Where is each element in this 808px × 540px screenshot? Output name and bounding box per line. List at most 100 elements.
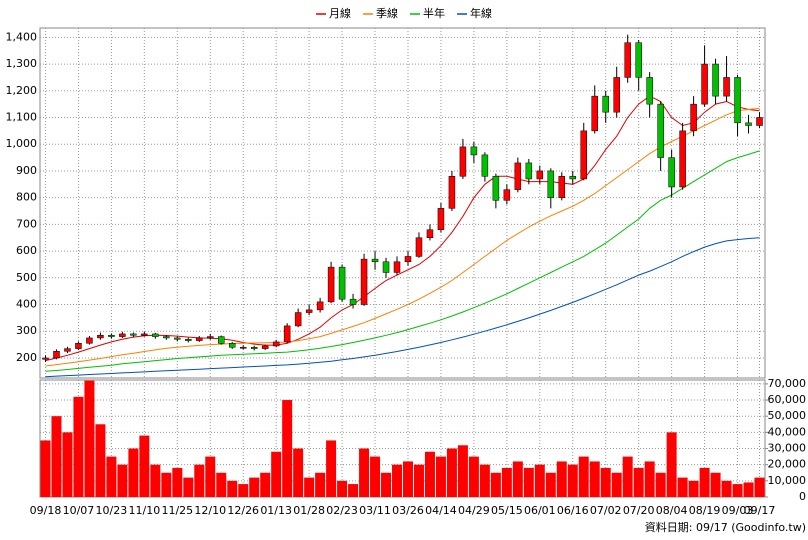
- volume-bar: [293, 448, 304, 497]
- candle-body: [42, 357, 49, 360]
- candle-body: [503, 189, 511, 201]
- volume-bar: [424, 451, 435, 497]
- y-tick-label: 400: [16, 298, 37, 311]
- volume-bar: [446, 448, 457, 497]
- candle-body: [426, 229, 434, 238]
- volume-bar: [666, 432, 677, 497]
- volume-bar: [249, 477, 260, 497]
- candle-body: [64, 348, 71, 352]
- volume-bar: [699, 467, 710, 497]
- volume-bar: [139, 435, 150, 497]
- legend-label: 半年: [423, 6, 445, 20]
- volume-bar: [677, 477, 688, 497]
- candle-body: [470, 146, 478, 156]
- x-tick-label: 09/03: [722, 504, 754, 517]
- volume-bar: [600, 467, 611, 497]
- volume-bar: [403, 461, 413, 497]
- candle-body: [108, 335, 115, 337]
- y-tick-label: 600: [16, 244, 37, 257]
- candle-body: [349, 298, 357, 305]
- volume-bar: [754, 477, 765, 497]
- volume-bar: [611, 472, 622, 497]
- volume-bar: [227, 480, 238, 497]
- volume-bar: [435, 456, 446, 497]
- candle-body: [404, 256, 412, 263]
- volume-bar: [501, 467, 512, 497]
- legend-label: 月線: [329, 6, 351, 20]
- candle-body: [360, 258, 368, 305]
- y-tick-label: 900: [16, 164, 37, 177]
- volume-tick-label: 60,000: [768, 393, 807, 406]
- candle-body: [371, 258, 379, 263]
- volume-bar: [370, 456, 381, 497]
- volume-bar: [62, 432, 73, 497]
- volume-bar: [688, 480, 699, 497]
- y-tick-label: 1,200: [6, 84, 38, 97]
- volume-bar: [315, 472, 326, 497]
- y-tick-label: 1,000: [6, 137, 38, 150]
- x-tick-label: 09/18: [30, 504, 62, 517]
- y-tick-label: 700: [16, 217, 37, 230]
- volume-tick-label: 70,000: [768, 377, 807, 390]
- candle-body: [459, 146, 467, 177]
- volume-bar: [644, 461, 655, 497]
- volume-bar: [337, 480, 348, 497]
- candle-body: [668, 157, 675, 188]
- volume-tick-label: 20,000: [768, 458, 807, 471]
- candle-body: [393, 261, 401, 273]
- x-tick-label: 05/15: [491, 504, 523, 517]
- volume-bar: [743, 482, 754, 497]
- volume-bar: [578, 456, 589, 497]
- volume-bar: [468, 456, 479, 497]
- volume-bar: [260, 472, 271, 497]
- x-tick-label: 04/14: [425, 504, 457, 517]
- volume-bar: [721, 480, 732, 497]
- ma-line: [45, 150, 760, 372]
- x-tick-label: 03/11: [359, 504, 391, 517]
- candle-body: [272, 341, 280, 347]
- volume-bar: [732, 484, 743, 497]
- candle-body: [207, 336, 214, 339]
- candle-body: [415, 237, 423, 257]
- x-tick-label: 06/01: [524, 504, 556, 517]
- volume-bar: [183, 477, 194, 497]
- volume-bar: [381, 472, 392, 497]
- candle-body: [218, 336, 225, 344]
- x-tick-label: 10/07: [63, 504, 95, 517]
- volume-bar: [567, 464, 578, 497]
- candle-body: [86, 337, 93, 344]
- y-tick-label: 800: [16, 191, 37, 204]
- x-tick-label: 10/23: [96, 504, 128, 517]
- volume-tick-label: 40,000: [768, 425, 807, 438]
- candle-body: [196, 337, 203, 341]
- candle-body: [97, 335, 104, 339]
- volume-bar: [216, 472, 227, 497]
- volume-bar: [205, 456, 216, 497]
- volume-bar: [95, 424, 106, 497]
- y-tick-label: 300: [16, 324, 37, 337]
- candle-body: [239, 347, 247, 349]
- y-tick-label: 1,100: [6, 111, 38, 124]
- legend-label: 年線: [470, 6, 492, 20]
- legend-label: 季線: [376, 6, 398, 20]
- footnote: 資料日期: 09/17 (Goodinfo.tw): [645, 520, 806, 534]
- volume-bar: [457, 445, 468, 497]
- volume-bar: [51, 416, 62, 497]
- volume-bar: [271, 451, 282, 497]
- volume-bar: [655, 472, 666, 497]
- volume-bar: [523, 467, 534, 497]
- x-tick-label: 02/23: [326, 504, 358, 517]
- volume-bar: [282, 400, 293, 497]
- candle-body: [624, 42, 631, 78]
- volume-bar: [194, 464, 205, 497]
- x-tick-label: 01/28: [293, 504, 325, 517]
- volume-bar: [633, 467, 644, 497]
- candle-body: [228, 343, 236, 348]
- candle-body: [613, 77, 620, 113]
- candle-body: [657, 103, 664, 158]
- volume-bar: [128, 448, 139, 497]
- volume-bar: [172, 467, 183, 497]
- price-panel: [39, 27, 766, 379]
- x-tick-label: 03/26: [392, 504, 424, 517]
